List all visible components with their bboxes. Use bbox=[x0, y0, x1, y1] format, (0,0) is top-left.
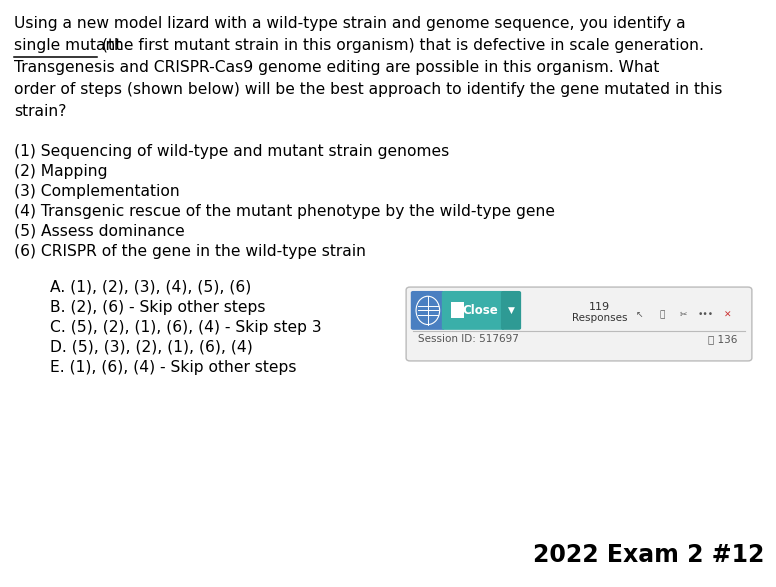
Text: order of steps (shown below) will be the best approach to identify the gene muta: order of steps (shown below) will be the… bbox=[14, 82, 722, 97]
Text: Transgenesis and CRISPR-Cas9 genome editing are possible in this organism. What: Transgenesis and CRISPR-Cas9 genome edit… bbox=[14, 60, 660, 75]
Text: 119: 119 bbox=[589, 302, 610, 312]
Text: E. (1), (6), (4) - Skip other steps: E. (1), (6), (4) - Skip other steps bbox=[50, 360, 296, 375]
Text: (1) Sequencing of wild-type and mutant strain genomes: (1) Sequencing of wild-type and mutant s… bbox=[14, 144, 449, 159]
Text: 2022 Exam 2 #12: 2022 Exam 2 #12 bbox=[532, 543, 764, 567]
Text: strain?: strain? bbox=[14, 104, 67, 119]
Text: Session ID: 517697: Session ID: 517697 bbox=[418, 334, 519, 344]
Text: (5) Assess dominance: (5) Assess dominance bbox=[14, 224, 185, 239]
Text: 📶: 📶 bbox=[659, 311, 664, 319]
Text: C. (5), (2), (1), (6), (4) - Skip step 3: C. (5), (2), (1), (6), (4) - Skip step 3 bbox=[50, 320, 321, 335]
Text: ▼: ▼ bbox=[508, 306, 514, 315]
Text: (4) Transgenic rescue of the mutant phenotype by the wild-type gene: (4) Transgenic rescue of the mutant phen… bbox=[14, 204, 555, 219]
Text: (the first mutant strain in this organism) that is defective in scale generation: (the first mutant strain in this organis… bbox=[97, 38, 704, 53]
Text: ✕: ✕ bbox=[724, 311, 732, 319]
Text: (6) CRISPR of the gene in the wild-type strain: (6) CRISPR of the gene in the wild-type … bbox=[14, 244, 366, 259]
Text: Using a new model lizard with a wild-type strain and genome sequence, you identi: Using a new model lizard with a wild-typ… bbox=[14, 16, 686, 31]
Text: D. (5), (3), (2), (1), (6), (4): D. (5), (3), (2), (1), (6), (4) bbox=[50, 340, 253, 355]
Text: •••: ••• bbox=[698, 311, 714, 319]
Text: 👥 136: 👥 136 bbox=[708, 334, 737, 344]
Text: single mutant: single mutant bbox=[14, 38, 121, 53]
Text: (2) Mapping: (2) Mapping bbox=[14, 164, 108, 179]
Text: Responses: Responses bbox=[572, 313, 627, 323]
Text: (3) Complementation: (3) Complementation bbox=[14, 184, 180, 199]
Text: Close: Close bbox=[462, 304, 498, 317]
Text: ✂: ✂ bbox=[680, 311, 688, 319]
Text: B. (2), (6) - Skip other steps: B. (2), (6) - Skip other steps bbox=[50, 300, 265, 315]
Text: ↖: ↖ bbox=[636, 311, 643, 319]
Text: A. (1), (2), (3), (4), (5), (6): A. (1), (2), (3), (4), (5), (6) bbox=[50, 280, 251, 295]
